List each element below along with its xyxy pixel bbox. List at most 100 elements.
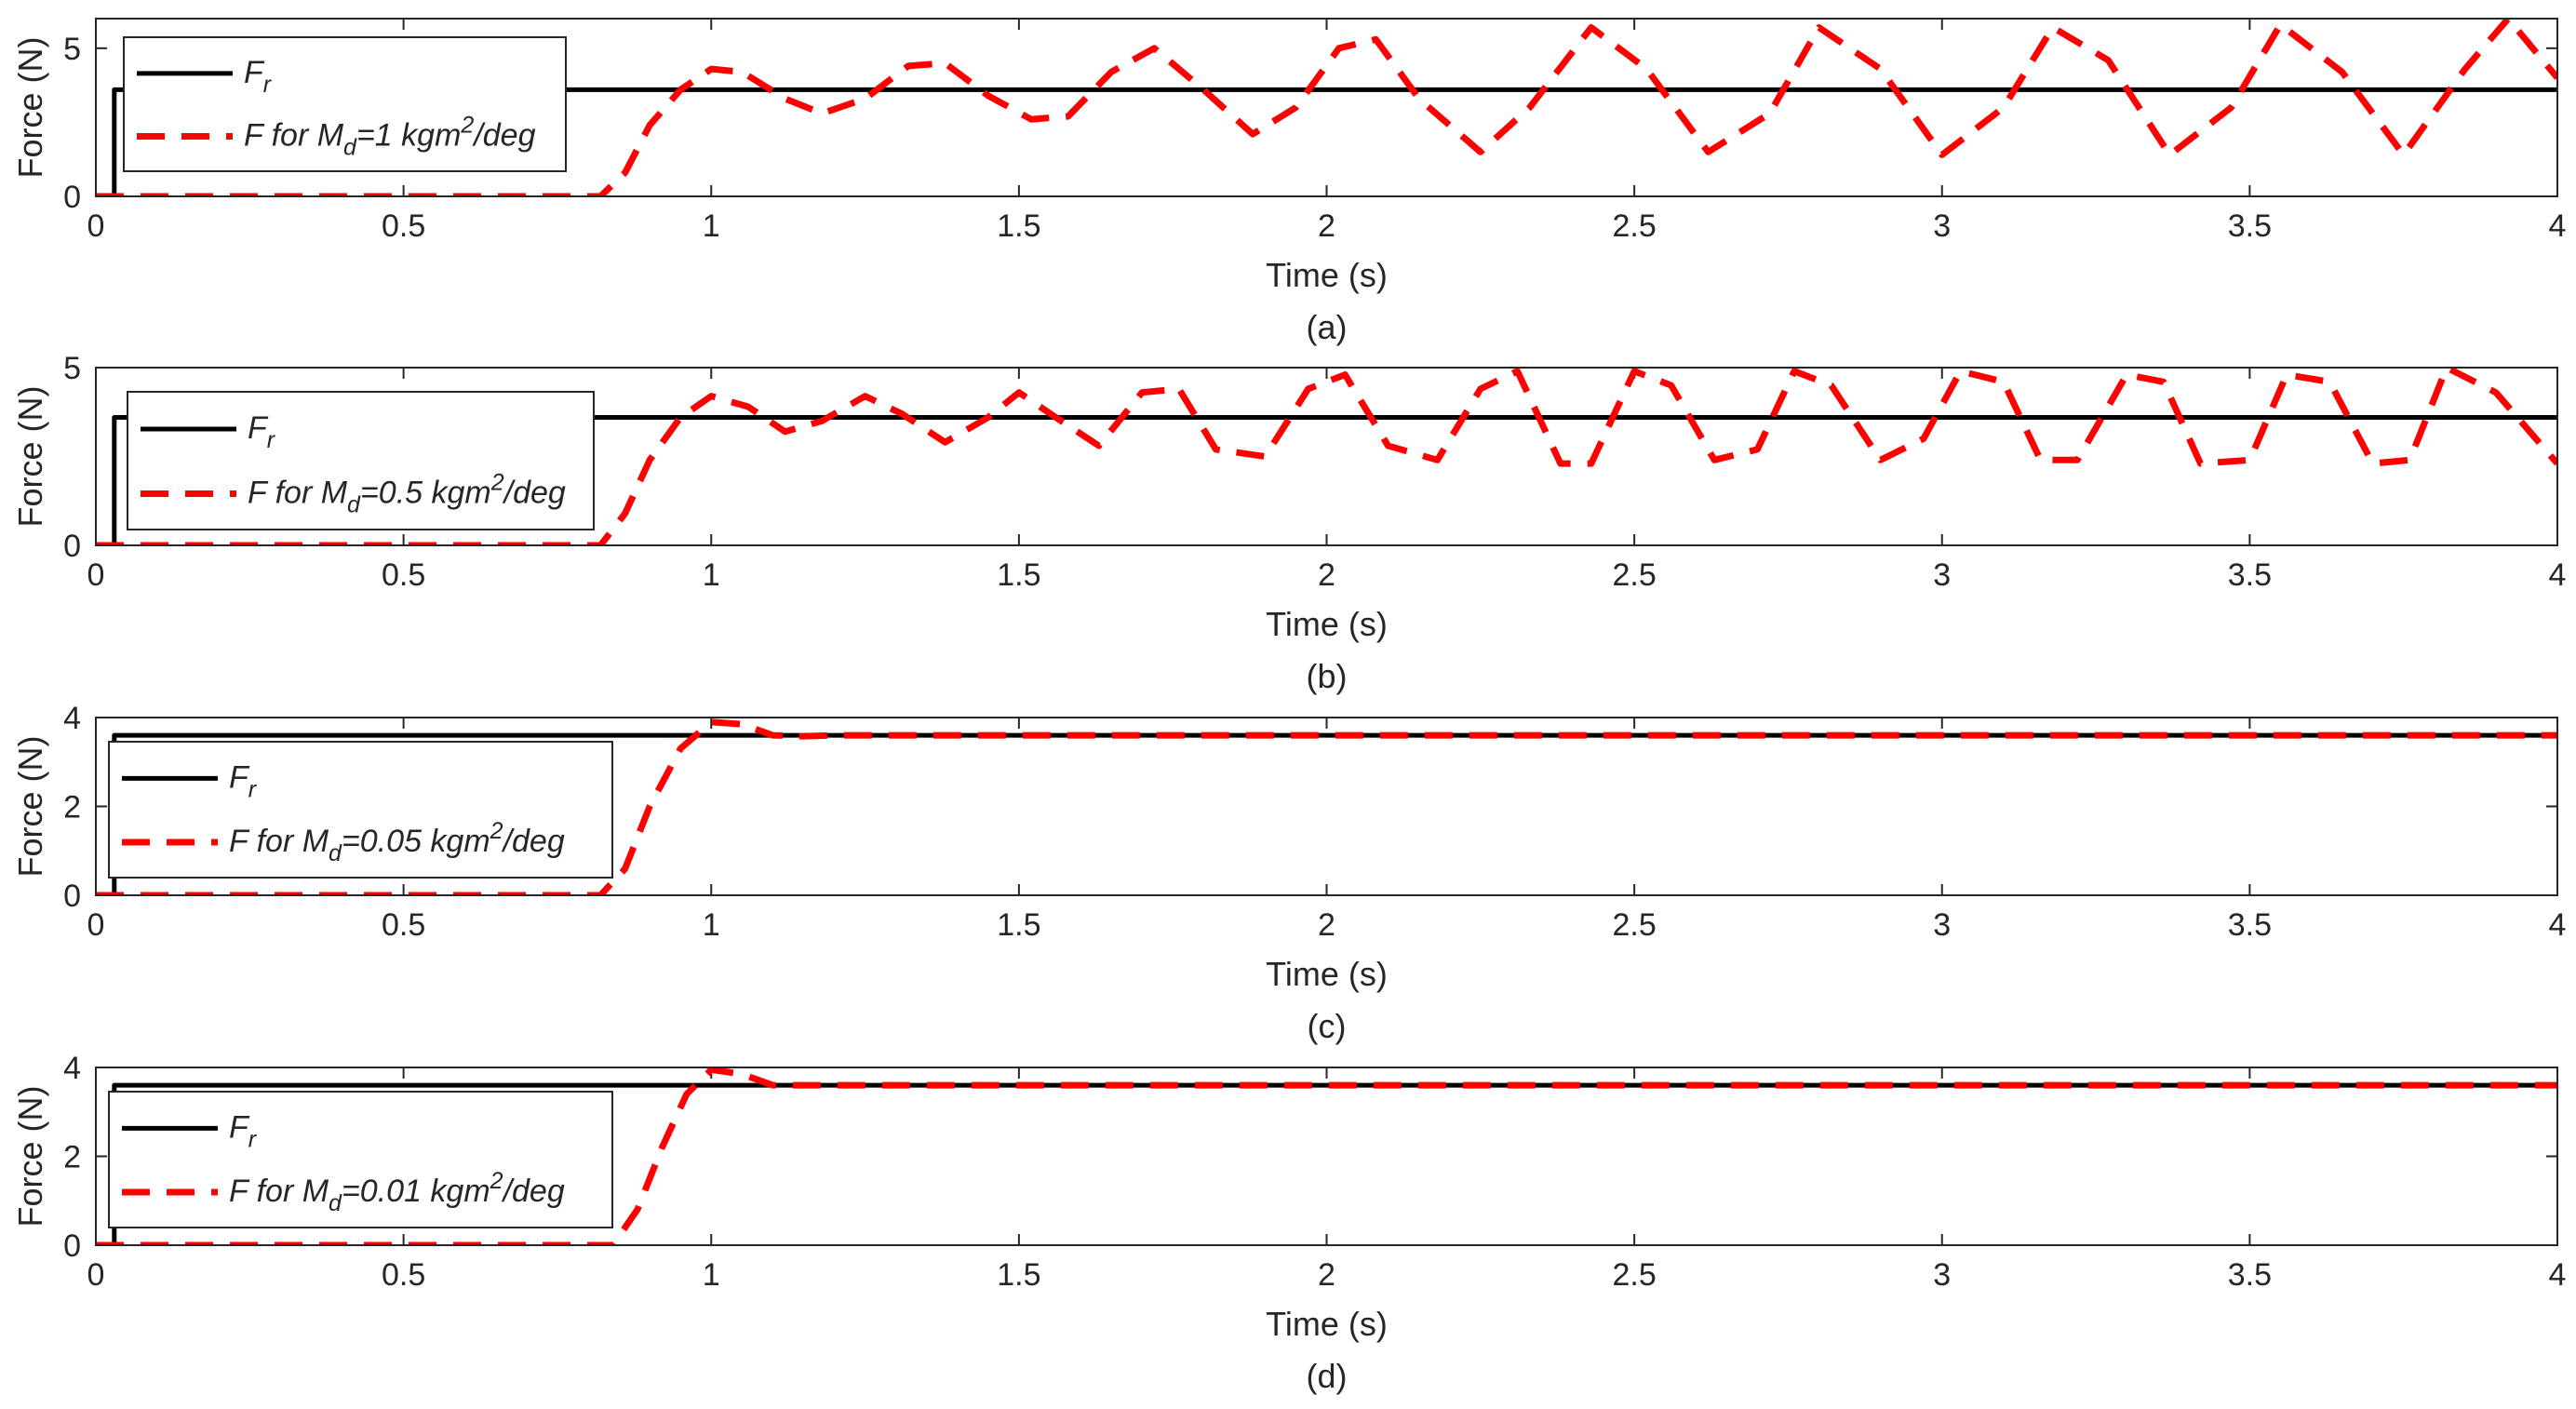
legend-f-sup: 2 (490, 818, 503, 844)
legend-fr-sub: r (248, 776, 258, 802)
x-tick-label: 2 (1318, 557, 1335, 593)
y-tick-label: 0 (63, 879, 81, 914)
legend-box (108, 1091, 613, 1228)
legend-f-sub: d (329, 840, 342, 866)
x-tick-label: 2 (1318, 208, 1335, 244)
legend: Fr F for Md=0.01 kgm2/deg (108, 1091, 613, 1228)
x-tick-label: 2 (1318, 1257, 1335, 1293)
series-line-fr (96, 415, 2557, 545)
chart-panel-d: 0 0.5 1 1.5 2 2.5 3 3.5 4 0 2 4 Time (s) Force (N) (d)… (11, 1051, 2566, 1395)
x-tick-label: 3 (1933, 557, 1951, 593)
x-tick-label: 3 (1933, 1257, 1951, 1293)
axes-box (95, 717, 2558, 896)
axes-box (95, 1067, 2558, 1246)
legend-f-post: /deg (502, 824, 565, 859)
legend-fr-sub: r (248, 1126, 258, 1152)
legend-f-sub: d (343, 135, 357, 161)
y-tick-label: 4 (63, 1051, 81, 1086)
x-tick-label: 0.5 (382, 557, 425, 593)
x-tick-label: 0.5 (382, 907, 425, 943)
y-axis-label: Force (N) (11, 1086, 49, 1228)
legend-fr-main: F (229, 1109, 250, 1145)
x-tick-label: 0 (87, 907, 105, 943)
x-tick-label: 1 (703, 1257, 720, 1293)
y-axis-label: Force (N) (11, 736, 49, 878)
x-tick-label: 0.5 (382, 208, 425, 244)
legend-f-mid: =0.05 kgm (342, 824, 490, 859)
x-tick-label: 4 (2549, 1257, 2567, 1293)
x-axis-label: Time (s) (1266, 1305, 1388, 1343)
legend-f-mid: =0.01 kgm (342, 1174, 490, 1209)
legend-f-sub: d (347, 492, 361, 518)
x-tick-label: 0.5 (382, 1257, 425, 1293)
x-axis-label: Time (s) (1266, 955, 1388, 993)
legend-fr-sub: r (267, 427, 276, 453)
panel-caption: (b) (1307, 657, 1348, 695)
x-tick-label: 1 (703, 208, 720, 244)
legend-f-sup: 2 (490, 1168, 503, 1194)
x-tick-label: 0 (87, 1257, 105, 1293)
legend-f-pre: F for M (244, 118, 344, 154)
x-tick-label: 3.5 (2228, 1257, 2272, 1293)
x-tick-label: 3.5 (2228, 907, 2272, 943)
legend: Fr F for Md=0.05 kgm2/deg (108, 741, 613, 879)
legend-f-pre: F for M (248, 476, 348, 511)
y-tick-label: 2 (63, 1140, 81, 1175)
x-tick-label: 4 (2549, 208, 2567, 244)
y-axis-label: Force (N) (11, 386, 49, 528)
chart-panel-b: 0 0.5 1 1.5 2 2.5 3 3.5 4 0 5 Time (s) Force (N) (b) F… (11, 351, 2566, 695)
x-tick-label: 1.5 (997, 1257, 1040, 1293)
legend-box (127, 391, 595, 530)
legend-f-sup: 2 (490, 470, 504, 496)
x-tick-label: 1 (703, 557, 720, 593)
series-line-f (96, 368, 2557, 545)
legend-f-pre: F for M (229, 824, 329, 859)
legend-f-post: /deg (472, 118, 535, 154)
y-tick-label: 0 (63, 1228, 81, 1264)
legend-f-mid: =1 kgm (356, 118, 461, 154)
y-tick-label: 4 (63, 701, 81, 736)
panel-caption: (a) (1307, 308, 1348, 346)
legend-label-fr: Fr (229, 1109, 258, 1152)
x-tick-label: 2.5 (1612, 907, 1656, 943)
legend-label-f: F for Md=0.05 kgm2/deg (229, 818, 565, 866)
legend-f-sup: 2 (460, 113, 474, 139)
y-tick-label: 5 (63, 32, 81, 67)
series-line-f (96, 19, 2557, 196)
x-tick-label: 2.5 (1612, 557, 1656, 593)
legend-label-fr: Fr (248, 410, 276, 453)
panel-caption: (c) (1308, 1007, 1347, 1045)
chart-panel-a: 0 0.5 1 1.5 2 2.5 3 3.5 4 0 5 Time (s) Force (N) (a) F… (11, 18, 2567, 346)
legend-box (123, 36, 567, 172)
y-tick-label: 0 (63, 529, 81, 564)
legend-label-f: F for Md=0.5 kgm2/deg (248, 470, 566, 518)
y-tick-label: 2 (63, 790, 81, 825)
x-tick-label: 0 (87, 557, 105, 593)
legend-fr-main: F (229, 759, 250, 795)
x-tick-label: 1.5 (997, 208, 1040, 244)
x-tick-label: 4 (2549, 557, 2567, 593)
legend: Fr F for Md=0.5 kgm2/deg (127, 391, 595, 530)
x-tick-label: 2.5 (1612, 1257, 1656, 1293)
x-tick-label: 2 (1318, 907, 1335, 943)
axes-box (95, 367, 2558, 546)
legend-f-post: /deg (503, 476, 566, 511)
legend-label-f: F for Md=0.01 kgm2/deg (229, 1168, 565, 1216)
x-tick-label: 3 (1933, 907, 1951, 943)
series-line-fr (96, 87, 2557, 196)
legend-fr-sub: r (263, 72, 273, 98)
x-tick-label: 0 (87, 208, 105, 244)
legend: Fr F for Md=1 kgm2/deg (123, 36, 567, 172)
legend-f-post: /deg (502, 1174, 565, 1209)
legend-label-fr: Fr (244, 55, 273, 98)
series-line-f (96, 718, 2557, 895)
x-tick-label: 3.5 (2228, 208, 2272, 244)
y-axis-label: Force (N) (11, 37, 49, 179)
legend-fr-main: F (248, 410, 269, 446)
x-axis-label: Time (s) (1266, 605, 1388, 643)
chart-panel-c: 0 0.5 1 1.5 2 2.5 3 3.5 4 0 2 4 Time (s) Force (N) (c)… (11, 701, 2566, 1045)
x-tick-label: 1.5 (997, 557, 1040, 593)
x-tick-label: 3 (1933, 208, 1951, 244)
legend-f-pre: F for M (229, 1174, 329, 1209)
y-tick-label: 0 (63, 180, 81, 215)
